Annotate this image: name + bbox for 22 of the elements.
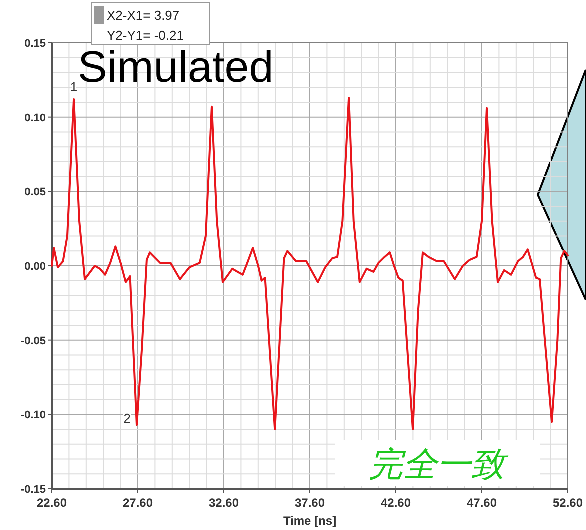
y-tick-label: -0.05 (20, 335, 46, 348)
chart-title: Simulated (78, 43, 274, 92)
y-tick-label: 0.00 (24, 261, 46, 273)
x-tick-label: 42.60 (380, 496, 412, 510)
x-tick-label: 27.60 (122, 496, 154, 510)
x-tick-label: 22.60 (36, 496, 68, 510)
annotation: 完全一致 (369, 446, 509, 484)
annotation: 2 (124, 411, 131, 426)
line-series (51, 97, 569, 431)
y-tick-label: -0.10 (20, 410, 46, 422)
x-tick-label: 52.60 (552, 496, 584, 510)
text: Y2-Y1= -0.21 (107, 28, 184, 43)
x-tick-label: 47.60 (466, 496, 498, 510)
y-tick-label: 0.05 (24, 186, 46, 199)
x-tick-label: 32.60 (208, 496, 240, 510)
x-tick-label: 37.60 (294, 496, 326, 510)
y-tick-label: 0.15 (24, 38, 46, 50)
text: X2-X1= 3.97 (107, 8, 180, 23)
x-axis-title: Time [ns] (283, 514, 337, 528)
y-tick-label: -0.15 (20, 484, 46, 496)
annotation: 1 (70, 79, 78, 94)
y-tick-label: 0.10 (24, 112, 46, 124)
